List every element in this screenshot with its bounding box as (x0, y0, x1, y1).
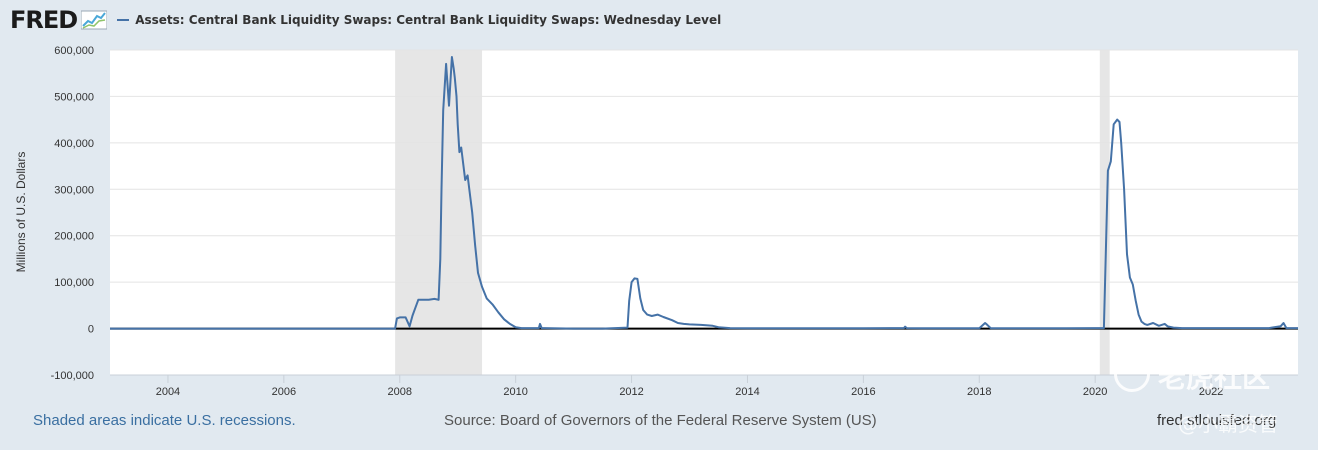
x-tick-label: 2020 (1083, 386, 1107, 398)
y-tick-label: -100,000 (51, 370, 94, 382)
watermark-handle: @小霸资管 (1178, 412, 1278, 436)
recession-band (1099, 50, 1110, 375)
y-axis-label: Millions of U.S. Dollars (14, 152, 28, 273)
y-tick-label: 600,000 (54, 45, 94, 57)
y-tick-label: 0 (88, 324, 94, 336)
watermark-brand: 老虎社区 (1158, 361, 1271, 394)
x-tick-label: 2018 (967, 386, 991, 398)
x-tick-label: 2008 (388, 386, 412, 398)
fred-logo-chart-icon (81, 10, 108, 30)
chart-header: FRED Assets: Central Bank Liquidity Swap… (10, 6, 721, 34)
x-tick-label: 2022 (1199, 386, 1223, 398)
y-tick-label: 400,000 (54, 138, 94, 150)
x-tick-label: 2004 (156, 386, 180, 398)
series-title: Assets: Central Bank Liquidity Swaps: Ce… (135, 13, 722, 27)
legend-swatch (117, 19, 130, 21)
site-link[interactable]: fred.stlouisfed.org (1157, 412, 1277, 429)
chart-footer: Shaded areas indicate U.S. recessions. S… (0, 412, 1318, 432)
y-tick-label: 500,000 (54, 91, 94, 103)
recession-band (395, 50, 483, 375)
watermark-logo-icon (1114, 356, 1150, 392)
series-line (110, 56, 1298, 330)
x-tick-label: 2010 (503, 386, 527, 398)
legend[interactable]: Assets: Central Bank Liquidity Swaps: Ce… (117, 13, 721, 27)
x-tick-label: 2006 (272, 386, 296, 398)
plot-background (110, 50, 1298, 375)
y-tick-label: 300,000 (54, 184, 94, 196)
chart-area[interactable]: -100,000 0 100,000 200,000 300,000 400,000 500… (0, 40, 1318, 400)
x-tick-label: 2014 (735, 386, 759, 398)
recession-note-link[interactable]: Shaded areas indicate U.S. recessions. (33, 412, 296, 429)
fred-logo[interactable]: FRED (10, 6, 78, 34)
y-tick-label: 200,000 (54, 231, 94, 243)
source-text: Source: Board of Governors of the Federa… (444, 412, 877, 429)
y-tick-label: 100,000 (54, 277, 94, 289)
x-tick-label: 2016 (851, 386, 875, 398)
x-tick-label: 2012 (619, 386, 643, 398)
